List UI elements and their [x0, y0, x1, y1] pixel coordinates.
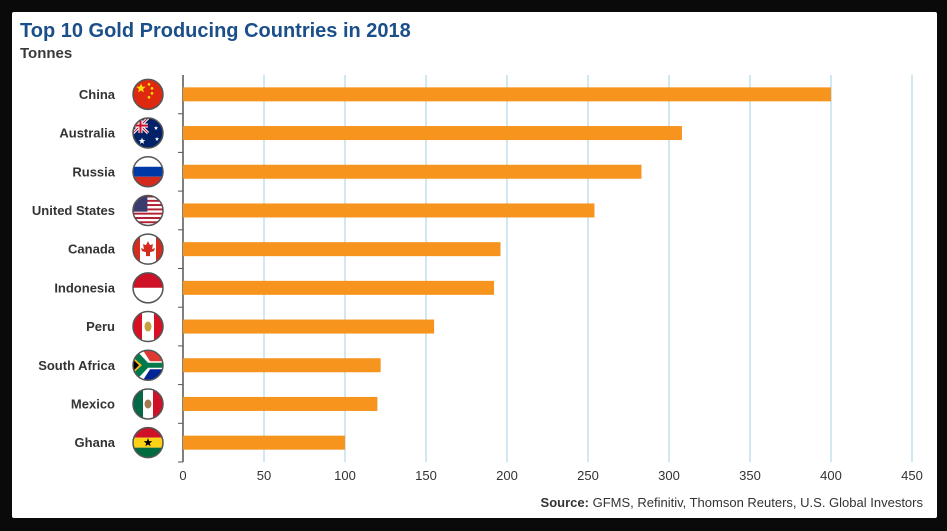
- united-states-flag-icon: [133, 195, 163, 226]
- category-label: Ghana: [75, 435, 116, 450]
- category-label: Canada: [68, 242, 116, 257]
- category-label: Indonesia: [54, 280, 115, 295]
- bar: [183, 242, 501, 257]
- x-tick-label: 300: [658, 468, 680, 483]
- category-label: South Africa: [38, 358, 116, 373]
- bar: [183, 280, 495, 295]
- x-tick-label: 50: [257, 468, 271, 483]
- flag-ring: [132, 117, 164, 149]
- bar: [183, 164, 642, 179]
- flag-ring: [132, 194, 164, 227]
- category-label: Peru: [86, 319, 115, 334]
- x-tick-label: 150: [415, 468, 437, 483]
- bar: [183, 435, 345, 450]
- flag-ring: [132, 349, 164, 381]
- bar: [183, 319, 435, 334]
- south-africa-flag-icon: [133, 350, 163, 381]
- category-label: Australia: [59, 126, 115, 141]
- bar: [183, 203, 595, 218]
- chart-panel: Top 10 Gold Producing Countries in 2018 …: [12, 12, 937, 518]
- source-label: Source:: [540, 495, 589, 510]
- ghana-flag-icon: [133, 427, 163, 458]
- canada-flag-icon: [133, 234, 163, 265]
- flag-ring: [132, 388, 164, 420]
- x-tick-label: 200: [496, 468, 518, 483]
- chart-subtitle: Tonnes: [20, 45, 73, 62]
- chart-title: Top 10 Gold Producing Countries in 2018: [20, 20, 411, 42]
- x-tick-label: 100: [334, 468, 356, 483]
- peru-flag-icon: [133, 311, 163, 342]
- category-label: Russia: [72, 164, 115, 179]
- x-tick-label: 400: [820, 468, 842, 483]
- bar: [183, 396, 378, 411]
- x-tick-label: 350: [739, 468, 761, 483]
- flag-ring: [132, 78, 164, 111]
- indonesia-flag-icon: [133, 272, 163, 303]
- bar: [183, 358, 381, 373]
- source-text: GFMS, Refinitiv, Thomson Reuters, U.S. G…: [592, 495, 923, 510]
- flag-ring: [132, 233, 164, 265]
- china-flag-icon: [133, 79, 163, 110]
- flag-ring: [132, 310, 164, 343]
- x-tick-label: 250: [577, 468, 599, 483]
- category-label: China: [79, 87, 116, 102]
- mexico-flag-icon: [133, 388, 163, 419]
- flag-ring: [132, 426, 164, 459]
- x-tick-label: 450: [901, 468, 923, 483]
- category-label: United States: [32, 203, 115, 218]
- russia-flag-icon: [133, 156, 163, 187]
- bar-chart: 0 50 100 150 200 250 300 350 400 450 China Australi…: [32, 75, 923, 483]
- category-label: Mexico: [71, 396, 115, 411]
- flag-ring: [132, 272, 164, 304]
- flag-ring: [132, 156, 164, 188]
- bar: [183, 87, 831, 102]
- bar: [183, 126, 682, 141]
- source-note: Source: GFMS, Refinitiv, Thomson Reuters…: [541, 495, 923, 510]
- x-tick-label: 0: [179, 468, 186, 483]
